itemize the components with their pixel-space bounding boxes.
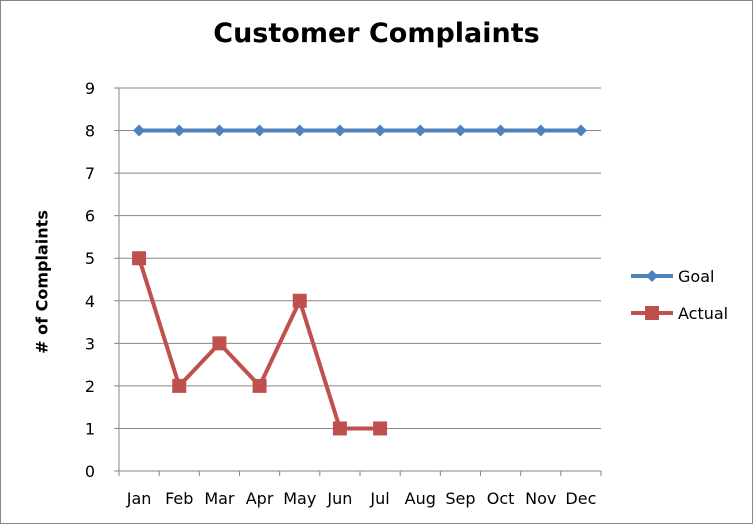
x-tick-label: Nov — [525, 489, 556, 508]
y-tick-label: 6 — [85, 207, 95, 226]
data-point — [333, 124, 346, 137]
x-tick-label: Jun — [326, 489, 352, 508]
gridlines — [119, 87, 601, 429]
x-tick-label: May — [283, 489, 316, 508]
y-tick-label: 0 — [85, 462, 95, 481]
data-point — [374, 124, 387, 137]
y-tick-label: 3 — [85, 334, 95, 353]
chart-title: Customer Complaints — [213, 18, 540, 49]
data-point — [133, 124, 146, 137]
legend-label: Actual — [678, 304, 728, 323]
legend: Goal Actual — [631, 267, 728, 323]
series — [132, 124, 587, 436]
legend-item-actual: Actual — [631, 304, 728, 323]
x-tick-label: Oct — [487, 489, 515, 508]
data-point — [252, 378, 267, 393]
legend-item-goal: Goal — [631, 267, 714, 286]
x-tick-label: Feb — [165, 489, 193, 508]
legend-label: Goal — [678, 267, 714, 286]
data-point — [172, 378, 187, 393]
x-tick-label: Dec — [565, 489, 596, 508]
x-tick-label: Sep — [445, 489, 475, 508]
data-point — [534, 124, 547, 137]
y-tick-label: 4 — [85, 292, 95, 311]
x-tick-label: Jul — [369, 489, 389, 508]
data-point — [414, 124, 427, 137]
data-point — [574, 124, 587, 137]
data-point — [454, 124, 467, 137]
data-point — [213, 124, 226, 137]
data-point — [494, 124, 507, 137]
series-actual — [132, 251, 388, 436]
x-tick-label: Apr — [246, 489, 274, 508]
y-tick-label: 2 — [85, 377, 95, 396]
data-point — [132, 251, 147, 266]
x-tick-label: Jan — [126, 489, 152, 508]
data-point — [173, 124, 186, 137]
y-tick-labels: 0 1 2 3 4 5 6 7 8 9 — [85, 79, 95, 481]
legend-marker — [645, 306, 659, 320]
data-point — [293, 124, 306, 137]
y-tick-label: 1 — [85, 419, 95, 438]
legend-marker — [646, 270, 658, 282]
data-point — [332, 421, 347, 436]
y-tick-label: 5 — [85, 249, 95, 268]
y-tick-label: 9 — [85, 79, 95, 98]
series-goal — [133, 124, 587, 137]
data-point — [373, 421, 388, 436]
axes — [114, 87, 602, 476]
data-point — [212, 336, 227, 351]
x-tick-label: Aug — [405, 489, 436, 508]
y-tick-label: 7 — [85, 164, 95, 183]
y-tick-label: 8 — [85, 122, 95, 141]
x-tick-label: Mar — [204, 489, 235, 508]
data-point — [253, 124, 266, 137]
x-tick-labels: Jan Feb Mar Apr May Jun Jul Aug Sep Oct Nov Dec — [126, 489, 597, 508]
data-point — [292, 293, 307, 308]
